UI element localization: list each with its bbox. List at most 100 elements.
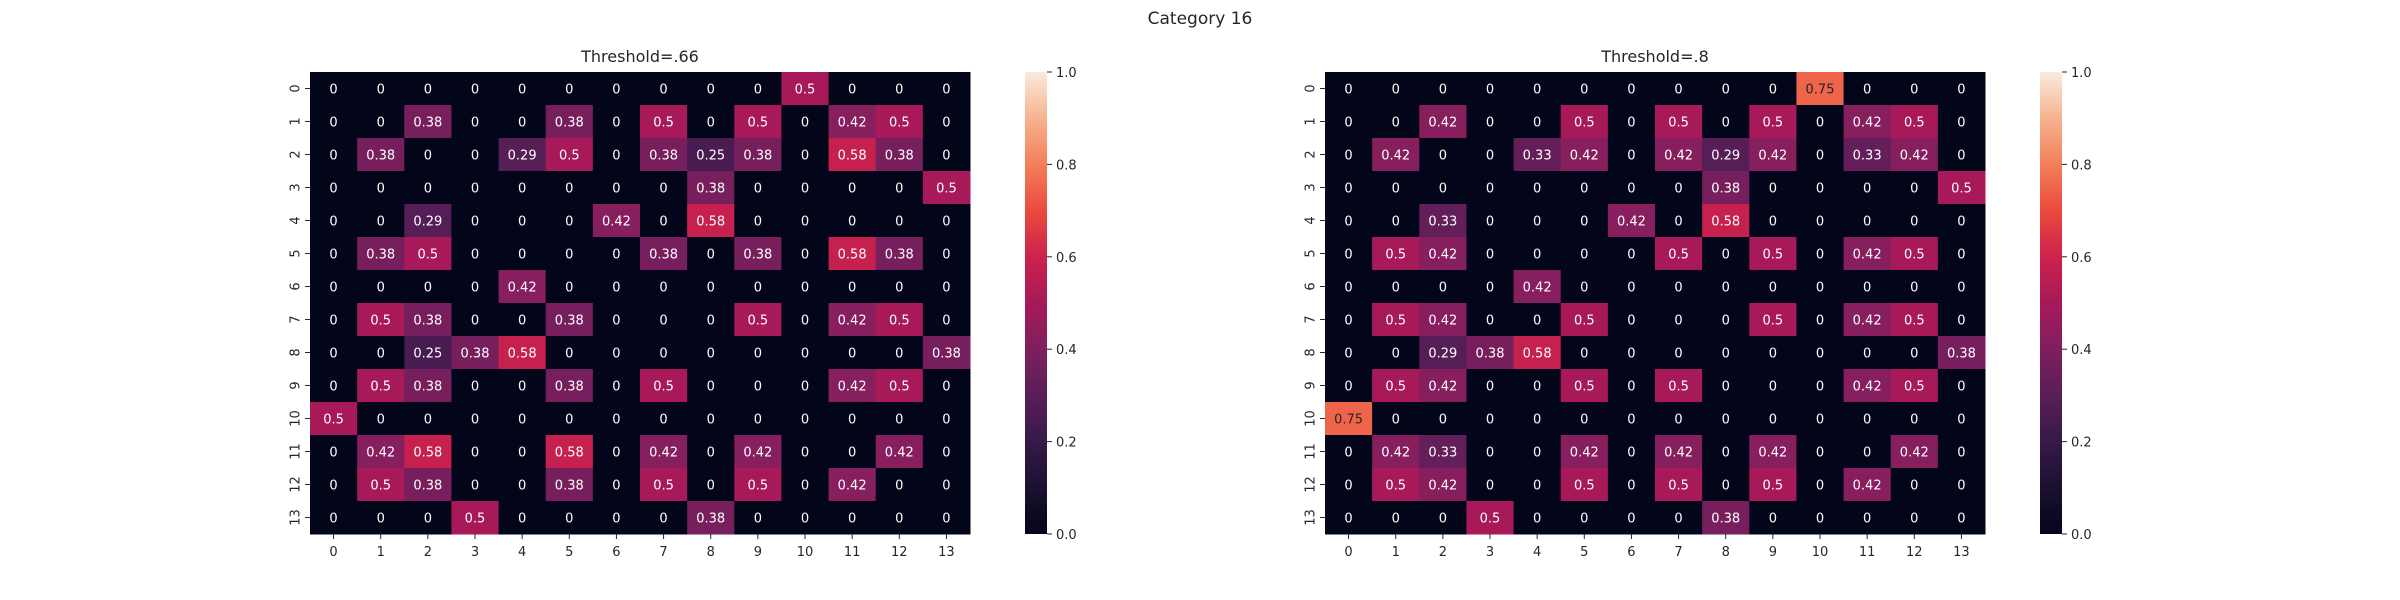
chart-1-cell-label: 0	[377, 281, 385, 296]
chart-2-cell-label: 0	[1863, 182, 1871, 197]
chart-1-cell	[781, 204, 830, 238]
chart-1-cell	[592, 501, 641, 535]
chart-2-cell-label: 0	[1344, 149, 1352, 164]
chart-1-cell-label: 0	[329, 446, 337, 461]
chart-2-cell-label: 0	[1910, 512, 1918, 527]
chart-1-cell	[404, 270, 452, 304]
chart-2-cell-label: 0	[1863, 83, 1871, 98]
chart-1-cell	[404, 171, 452, 205]
chart-2-cell	[1749, 171, 1797, 205]
chart-1-cell	[875, 336, 924, 370]
chart-1-cell-label: 0	[895, 215, 903, 230]
chart-1-cell-label: 0.5	[936, 182, 957, 197]
chart-2-cell-label: 0	[1722, 446, 1730, 461]
chart-2-cell	[1372, 270, 1420, 304]
chart-2-cell	[1843, 237, 1892, 271]
chart-2-cell	[1655, 270, 1703, 304]
chart-2-cell-label: 0.58	[1711, 215, 1740, 230]
chart-2-cell-label: 0	[1816, 512, 1824, 527]
chart-2-cell	[1560, 237, 1609, 271]
chart-2-cell	[1890, 237, 1939, 271]
chart-1-cell-label: 0	[848, 347, 856, 362]
chart-1-cell-label: 0.38	[932, 347, 961, 362]
chart-1-cell	[592, 204, 641, 238]
chart-1-y-tick-label: 12	[289, 476, 304, 493]
chart-1-cell	[687, 105, 735, 139]
chart-2-cell	[1466, 138, 1515, 172]
chart-2-colorbar-tick-label: 0.4	[2071, 343, 2092, 358]
chart-1-cell	[875, 369, 924, 403]
chart-1-cell	[875, 237, 924, 271]
chart-2-cell-label: 0	[1344, 116, 1352, 131]
chart-1-cell-label: 0	[801, 248, 809, 263]
chart-2-x-tick-label: 6	[1627, 545, 1635, 560]
chart-1-cell	[875, 402, 924, 436]
chart-2-cell	[1419, 138, 1467, 172]
chart-2-cell-label: 0.38	[1476, 347, 1505, 362]
chart-1-cell	[310, 138, 358, 172]
chart-1-cell	[310, 501, 358, 535]
chart-2-cell	[1325, 72, 1373, 106]
chart-2-cell	[1466, 270, 1515, 304]
chart-1-x-tick-label: 13	[938, 545, 955, 560]
chart-1-cell	[357, 369, 405, 403]
chart-1-y-tick-label: 2	[289, 150, 304, 158]
chart-1-cell	[498, 105, 547, 139]
chart-2-cell	[1419, 402, 1467, 436]
chart-1-cell-label: 0	[895, 347, 903, 362]
chart-2-cell-label: 0	[1769, 413, 1777, 428]
chart-2-cell-label: 0	[1580, 413, 1588, 428]
chart-2-cell-label: 0	[1580, 215, 1588, 230]
chart-2-cell	[1560, 171, 1609, 205]
chart-2-cell-label: 0.75	[1806, 83, 1835, 98]
chart-1-cell	[498, 138, 547, 172]
chart-2-cell-label: 0.42	[1853, 314, 1882, 329]
chart-2-cell	[1702, 171, 1750, 205]
chart-1-cell-label: 0	[801, 446, 809, 461]
chart-2-cell-label: 0.42	[1664, 446, 1693, 461]
chart-1-cell-label: 0	[329, 116, 337, 131]
chart-1-cell	[922, 369, 971, 403]
chart-1-cell-label: 0	[424, 182, 432, 197]
chart-1-cell-label: 0.38	[743, 149, 772, 164]
chart-1-cell	[875, 468, 924, 502]
chart-2-x-tick-label: 9	[1769, 545, 1777, 560]
chart-2-cell-label: 0	[1392, 215, 1400, 230]
chart-2-y-tick-label: 13	[1304, 509, 1319, 526]
chart-1-cell	[922, 171, 971, 205]
chart-1-cell	[357, 336, 405, 370]
chart-1-cell	[687, 402, 735, 436]
chart-1-cell	[404, 402, 452, 436]
chart-2-cell	[1372, 105, 1420, 139]
chart-2-cell	[1749, 105, 1797, 139]
chart-2-cell-label: 0	[1769, 512, 1777, 527]
chart-1-cell-label: 0.5	[748, 314, 769, 329]
chart-1-cell-label: 0	[942, 215, 950, 230]
chart-2-cell-label: 0.5	[1904, 314, 1925, 329]
chart-2-cell-label: 0	[1816, 380, 1824, 395]
chart-1-y-tick-label: 3	[289, 183, 304, 191]
chart-2-cell	[1466, 402, 1515, 436]
chart-1-cell-label: 0	[942, 83, 950, 98]
chart-1-x-tick-label: 6	[612, 545, 620, 560]
chart-2-cell	[1655, 138, 1703, 172]
chart-2-cell-label: 0	[1627, 380, 1635, 395]
chart-1-cell-label: 0.5	[653, 116, 674, 131]
chart-1-cell-label: 0	[471, 446, 479, 461]
chart-2-cell-label: 0.5	[1574, 116, 1595, 131]
chart-1-cell	[875, 204, 924, 238]
chart-1-cell-label: 0	[942, 446, 950, 461]
chart-1-x-tick-label: 8	[707, 545, 715, 560]
chart-1-cell-label: 0	[612, 248, 620, 263]
chart-2-cell	[1749, 72, 1797, 106]
chart-2-cell	[1937, 468, 1986, 502]
chart-1-cell-label: 0	[565, 512, 573, 527]
chart-1-cell	[687, 270, 735, 304]
chart-1-colorbar-tick-label: 0.6	[1056, 251, 1077, 266]
chart-1-cell	[875, 303, 924, 337]
chart-1-cell-label: 0.58	[838, 248, 867, 263]
chart-2-cell	[1843, 303, 1892, 337]
chart-2-cell-label: 0	[1910, 413, 1918, 428]
chart-1-cell	[592, 105, 641, 139]
chart-2-y-tick-label: 0	[1304, 84, 1319, 92]
